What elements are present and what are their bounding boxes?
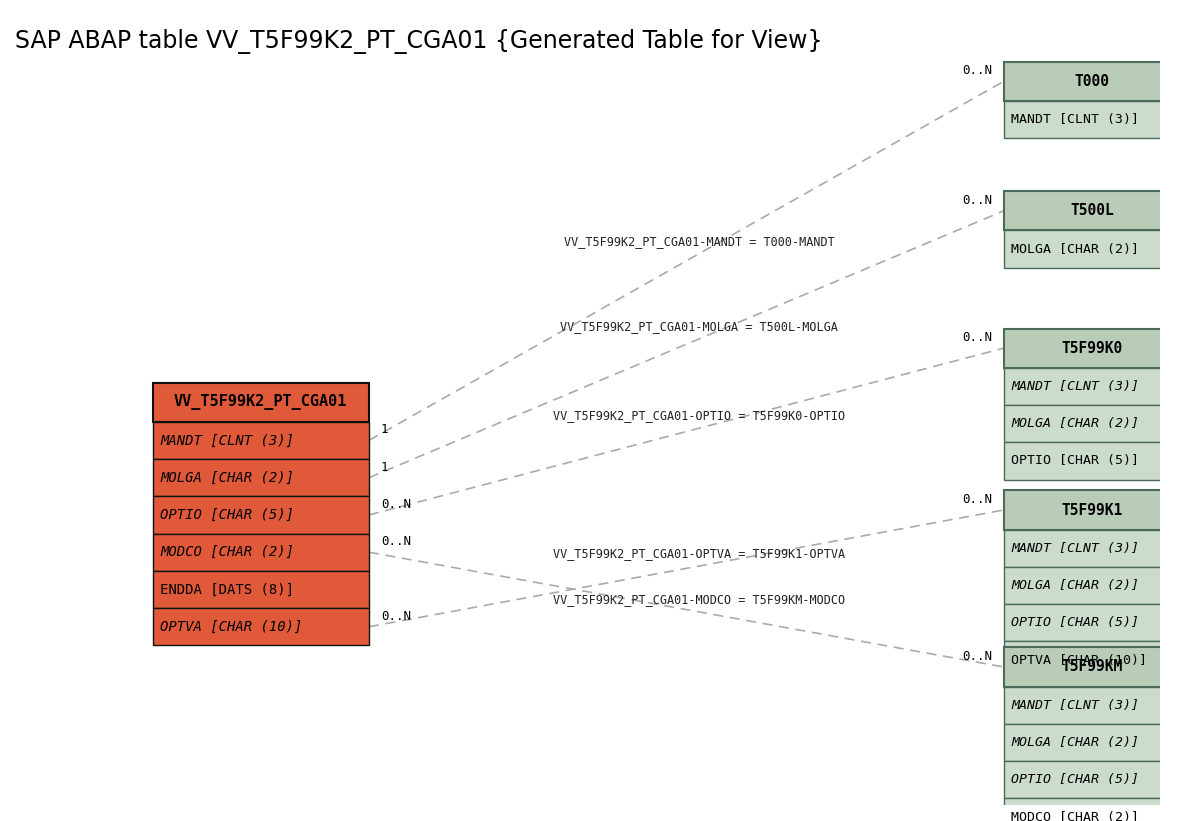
Text: OPTVA [CHAR (10)]: OPTVA [CHAR (10)] <box>1012 654 1147 667</box>
Text: VV_T5F99K2_PT_CGA01-OPTVA = T5F99K1-OPTVA: VV_T5F99K2_PT_CGA01-OPTVA = T5F99K1-OPTV… <box>553 547 845 560</box>
Bar <box>1003 490 1179 530</box>
Bar <box>152 497 369 534</box>
Bar <box>1003 761 1179 798</box>
Text: 0..N: 0..N <box>962 65 992 77</box>
Text: OPTVA [CHAR (10)]: OPTVA [CHAR (10)] <box>160 620 303 634</box>
Text: MANDT [CLNT (3)]: MANDT [CLNT (3)] <box>1012 380 1139 393</box>
Text: OPTIO [CHAR (5)]: OPTIO [CHAR (5)] <box>160 508 295 522</box>
Bar <box>1003 443 1179 479</box>
Text: VV_T5F99K2_PT_CGA01-OPTIO = T5F99K0-OPTIO: VV_T5F99K2_PT_CGA01-OPTIO = T5F99K0-OPTI… <box>553 410 845 422</box>
Text: MOLGA [CHAR (2)]: MOLGA [CHAR (2)] <box>1012 417 1139 430</box>
Text: OPTIO [CHAR (5)]: OPTIO [CHAR (5)] <box>1012 455 1139 467</box>
Text: SAP ABAP table VV_T5F99K2_PT_CGA01 {Generated Table for View}: SAP ABAP table VV_T5F99K2_PT_CGA01 {Gene… <box>15 30 823 54</box>
Bar <box>152 383 369 422</box>
Bar <box>152 571 369 608</box>
Text: VV_T5F99K2_PT_CGA01-MOLGA = T500L-MOLGA: VV_T5F99K2_PT_CGA01-MOLGA = T500L-MOLGA <box>560 320 838 333</box>
Bar <box>1003 101 1179 138</box>
Text: MOLGA [CHAR (2)]: MOLGA [CHAR (2)] <box>1012 243 1139 255</box>
Text: MODCO [CHAR (2)]: MODCO [CHAR (2)] <box>160 545 295 559</box>
Bar <box>1003 405 1179 443</box>
Text: T5F99KM: T5F99KM <box>1061 659 1122 675</box>
Text: 0..N: 0..N <box>962 194 992 207</box>
Bar <box>1003 530 1179 567</box>
Bar <box>1003 368 1179 405</box>
Text: 0..N: 0..N <box>381 610 410 623</box>
Bar <box>1003 328 1179 368</box>
Text: MODCO [CHAR (2)]: MODCO [CHAR (2)] <box>1012 810 1139 821</box>
Text: VV_T5F99K2_PT_CGA01-MANDT = T000-MANDT: VV_T5F99K2_PT_CGA01-MANDT = T000-MANDT <box>564 235 835 248</box>
Text: MANDT [CLNT (3)]: MANDT [CLNT (3)] <box>1012 113 1139 126</box>
Bar <box>1003 231 1179 268</box>
Text: OPTIO [CHAR (5)]: OPTIO [CHAR (5)] <box>1012 773 1139 787</box>
Text: ENDDA [DATS (8)]: ENDDA [DATS (8)] <box>160 582 295 597</box>
Bar <box>152 459 369 497</box>
Text: MOLGA [CHAR (2)]: MOLGA [CHAR (2)] <box>1012 579 1139 592</box>
Text: 0..N: 0..N <box>962 493 992 506</box>
Bar <box>1003 604 1179 641</box>
Text: VV_T5F99K2_PT_CGA01: VV_T5F99K2_PT_CGA01 <box>174 394 348 410</box>
Bar <box>152 608 369 645</box>
Text: 0..N: 0..N <box>381 498 410 511</box>
Bar <box>152 422 369 459</box>
Text: 1: 1 <box>381 424 388 437</box>
Bar <box>152 534 369 571</box>
Text: 0..N: 0..N <box>962 650 992 663</box>
Text: MANDT [CLNT (3)]: MANDT [CLNT (3)] <box>160 433 295 447</box>
Bar <box>1003 567 1179 604</box>
Text: T000: T000 <box>1074 74 1109 89</box>
Text: MOLGA [CHAR (2)]: MOLGA [CHAR (2)] <box>160 470 295 484</box>
Text: MANDT [CLNT (3)]: MANDT [CLNT (3)] <box>1012 542 1139 555</box>
Text: MANDT [CLNT (3)]: MANDT [CLNT (3)] <box>1012 699 1139 712</box>
Text: MOLGA [CHAR (2)]: MOLGA [CHAR (2)] <box>1012 736 1139 749</box>
Text: 1: 1 <box>381 461 388 474</box>
Text: VV_T5F99K2_PT_CGA01-MODCO = T5F99KM-MODCO: VV_T5F99K2_PT_CGA01-MODCO = T5F99KM-MODC… <box>553 593 845 606</box>
Bar <box>1003 724 1179 761</box>
Bar <box>1003 647 1179 686</box>
Bar <box>1003 798 1179 821</box>
Bar <box>1003 641 1179 679</box>
Text: OPTIO [CHAR (5)]: OPTIO [CHAR (5)] <box>1012 617 1139 630</box>
Bar <box>1003 62 1179 101</box>
Bar <box>1003 686 1179 724</box>
Text: 0..N: 0..N <box>381 535 410 548</box>
Text: T5F99K0: T5F99K0 <box>1061 341 1122 355</box>
Bar <box>1003 191 1179 231</box>
Text: T5F99K1: T5F99K1 <box>1061 502 1122 517</box>
Text: 0..N: 0..N <box>962 331 992 344</box>
Text: T500L: T500L <box>1071 204 1114 218</box>
